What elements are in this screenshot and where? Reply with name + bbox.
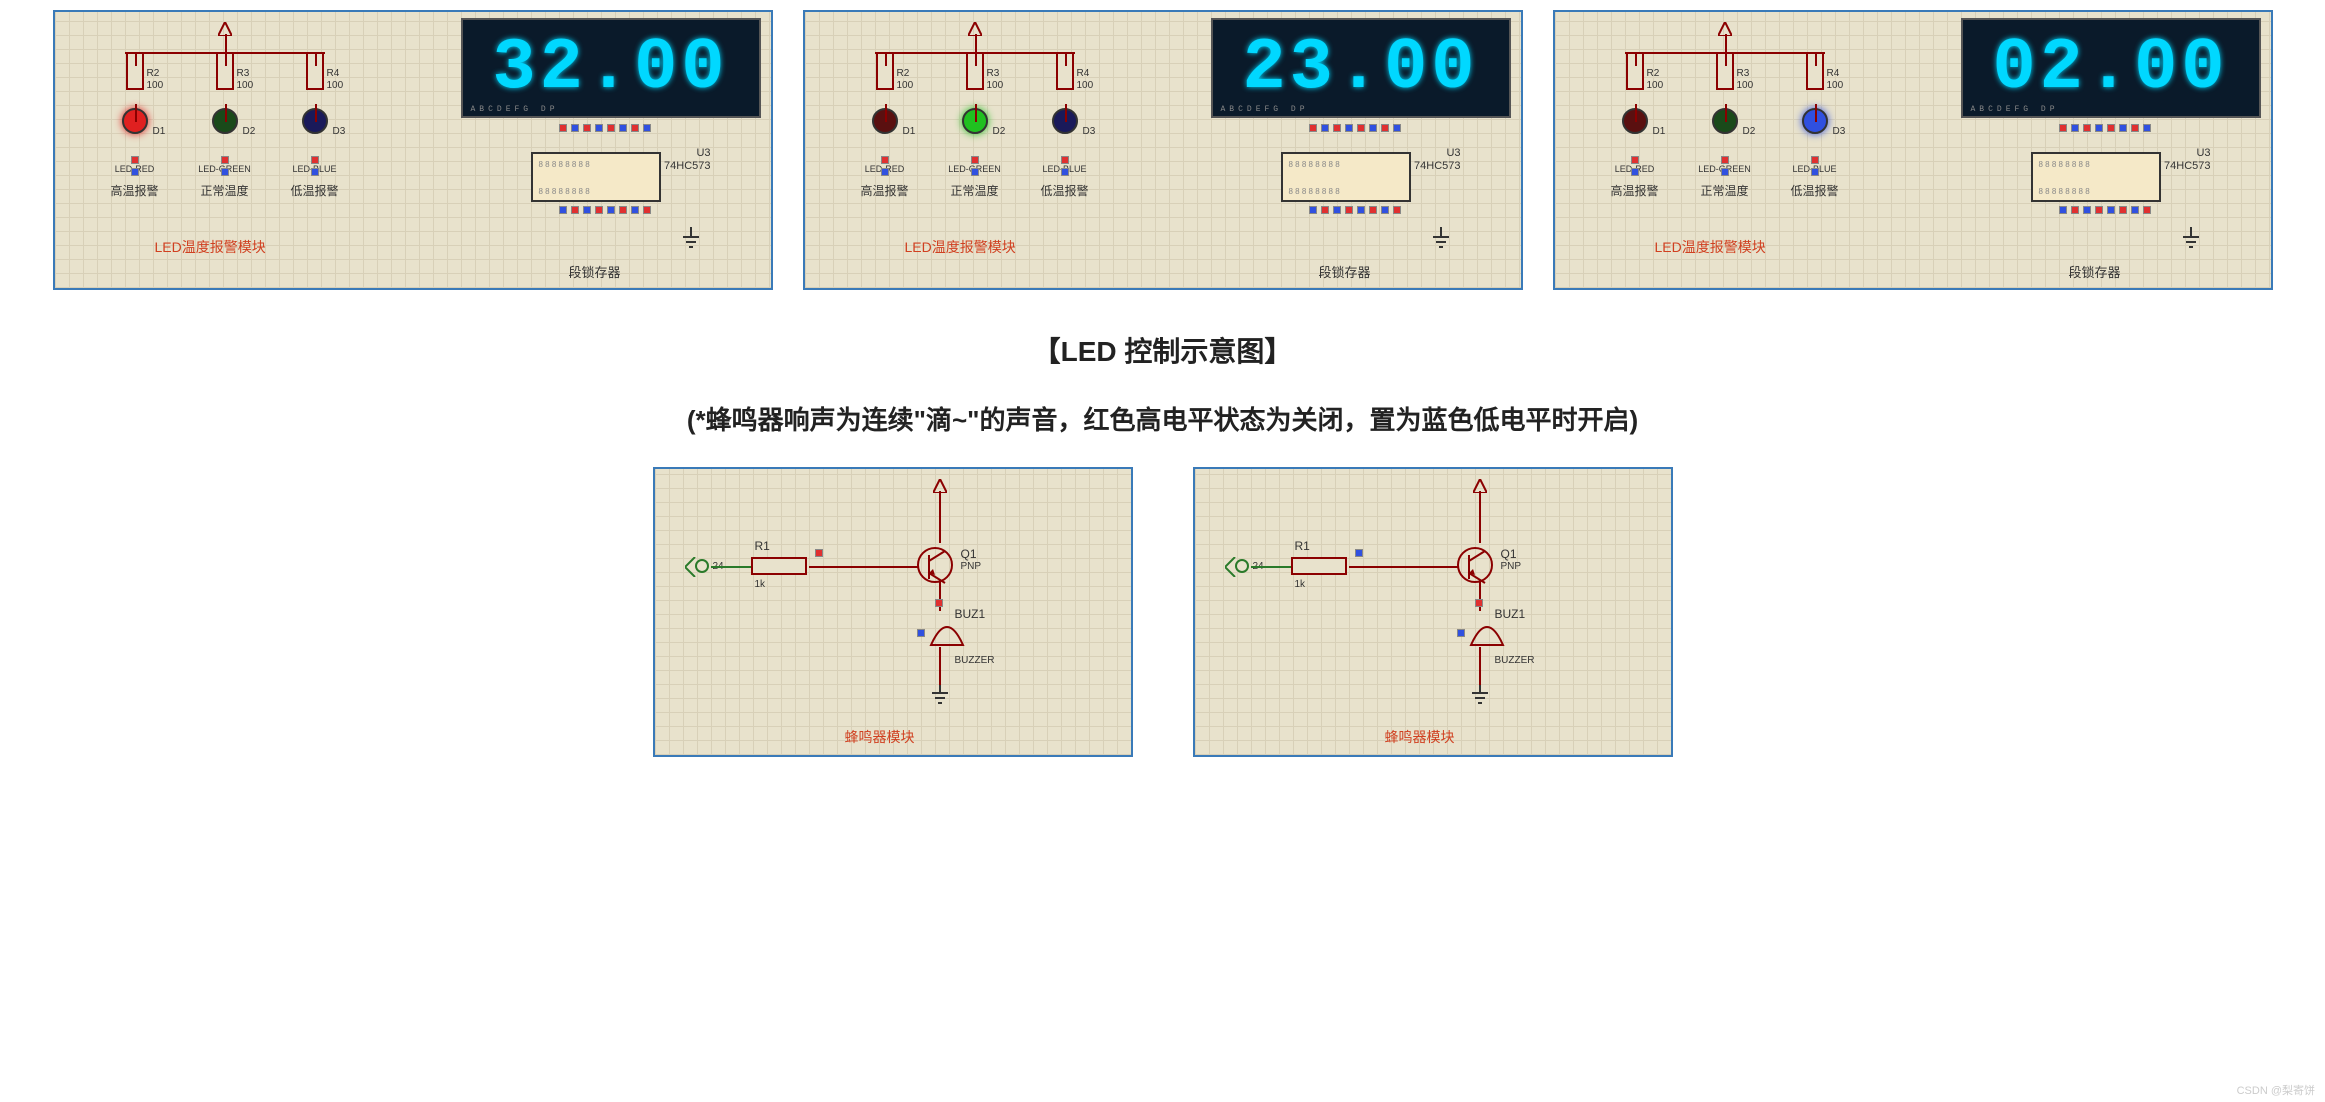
input-state-dot [815,549,823,557]
input-terminal [1235,559,1249,573]
buzzer-icon [1465,619,1509,649]
ground-icon [681,227,701,251]
transistor-q1 [1457,547,1493,583]
led-area: R2 100 D1 LED-RED 高温报警 R3 100 D2 [95,22,355,282]
buzzer-panel-on: 24 R1 1k Q1 PNP BUZ1 BUZZER 蜂鸣器模块 [1193,467,1673,757]
buzzer-panel-off: 24 R1 1k Q1 PNP BUZ1 BUZZ [653,467,1133,757]
ic-74hc573: 8 8 8 8 8 8 8 88 8 8 8 8 8 8 8 [1281,152,1411,202]
led-branch-green: R3 100 D2 LED-GREEN 正常温度 [1685,52,1765,199]
ic-bot-pins [559,206,651,214]
ic-74hc573: 8 8 8 8 8 8 8 88 8 8 8 8 8 8 8 [2031,152,2161,202]
led-branch-green: R3 100 D2 LED-GREEN 正常温度 [185,52,265,199]
led-branch-red: R2 100 D1 LED-RED 高温报警 [95,52,175,199]
q1-type: PNP [961,561,982,572]
d3-caption: 低温报警 [275,182,355,199]
display-value: 23.00 [1242,27,1478,109]
led-panel-1: 32.00 ABCDEFG DP R2 100 D1 LED-RED 高温报警 [53,10,773,290]
d1-label: D1 [153,126,166,137]
ic-name: U3 [696,147,710,159]
sub-heading: (*蜂鸣器响声为连续"滴~"的声音，红色高电平状态为关闭，置为蓝色低电平时开启) [10,400,2315,437]
r4-label: R4 [327,68,340,79]
display-pins-label: ABCDEFG DP [1971,105,2059,114]
seven-segment-display: 02.00 ABCDEFG DP [1961,18,2261,118]
q1-label: Q1 [961,547,977,561]
display-pins-label: ABCDEFG DP [471,105,559,114]
r1-val: 1k [755,579,766,590]
led-branch-blue: R4 100 D3 LED-BLUE 低温报警 [1025,52,1105,199]
buz-type: BUZZER [955,655,995,666]
arrow-left-icon [1225,557,1237,577]
display-value: 02.00 [1992,27,2228,109]
arrow-left-icon [685,557,697,577]
r3-val: 100 [237,80,254,91]
led-branch-red: R2 100 D1 LED-RED 高温报警 [1595,52,1675,199]
r1-label: R1 [755,539,770,553]
led-branch-blue: R4 100 D3 LED-BLUE 低温报警 [1775,52,1855,199]
r4-val: 100 [327,80,344,91]
led-panel-3: 02.00 ABCDEFG DP R2 100 D1 LED-RED 高温报警 … [1553,10,2273,290]
buzzer-panels-row: 24 R1 1k Q1 PNP BUZ1 BUZZ [10,467,2315,757]
led-area: R2 100 D1 LED-RED 高温报警 R3 100 D2 LED-GRE… [845,22,1105,282]
ground-icon [1470,685,1490,709]
ground-icon [1431,227,1451,251]
ground-icon [2181,227,2201,251]
input-terminal [695,559,709,573]
r2-label: R2 [147,68,160,79]
led-branch-green: R3 100 D2 LED-GREEN 正常温度 [935,52,1015,199]
latch-label: 段锁存器 [568,262,620,281]
led-branch-red: R2 100 D1 LED-RED 高温报警 [845,52,925,199]
watermark: CSDN @梨寄饼 [2237,1082,2315,1098]
main-heading: 【LED 控制示意图】 [10,330,2315,370]
seven-segment-display: 23.00 ABCDEFG DP [1211,18,1511,118]
led-area: R2 100 D1 LED-RED 高温报警 R3 100 D2 LED-GRE… [1595,22,1855,282]
d3-label: D3 [333,126,346,137]
input-state-dot [1355,549,1363,557]
d2-label: D2 [243,126,256,137]
r2-val: 100 [147,80,164,91]
ground-icon [930,685,950,709]
ic-top-pins [559,124,651,132]
resistor-r1 [751,557,807,575]
buzzer-module-label: 蜂鸣器模块 [845,727,915,747]
led-module-label: LED温度报警模块 [155,237,266,257]
d2-caption: 正常温度 [185,182,265,199]
display-value: 32.00 [492,27,728,109]
ic-74hc573: 8 8 8 8 8 8 8 8 8 8 8 8 8 8 8 8 [531,152,661,202]
d1-caption: 高温报警 [95,182,175,199]
seven-segment-display: 32.00 ABCDEFG DP [461,18,761,118]
led-branch-blue: R4 100 D3 LED-BLUE 低温报警 [275,52,355,199]
display-pins-label: ABCDEFG DP [1221,105,1309,114]
r3-label: R3 [237,68,250,79]
led-panel-2: 23.00 ABCDEFG DP R2 100 D1 LED-RED 高温报警 … [803,10,1523,290]
resistor-r1 [1291,557,1347,575]
ic-part: 74HC573 [664,160,710,172]
transistor-q1 [917,547,953,583]
led-panels-row: 32.00 ABCDEFG DP R2 100 D1 LED-RED 高温报警 [10,10,2315,290]
buzzer-icon [925,619,969,649]
